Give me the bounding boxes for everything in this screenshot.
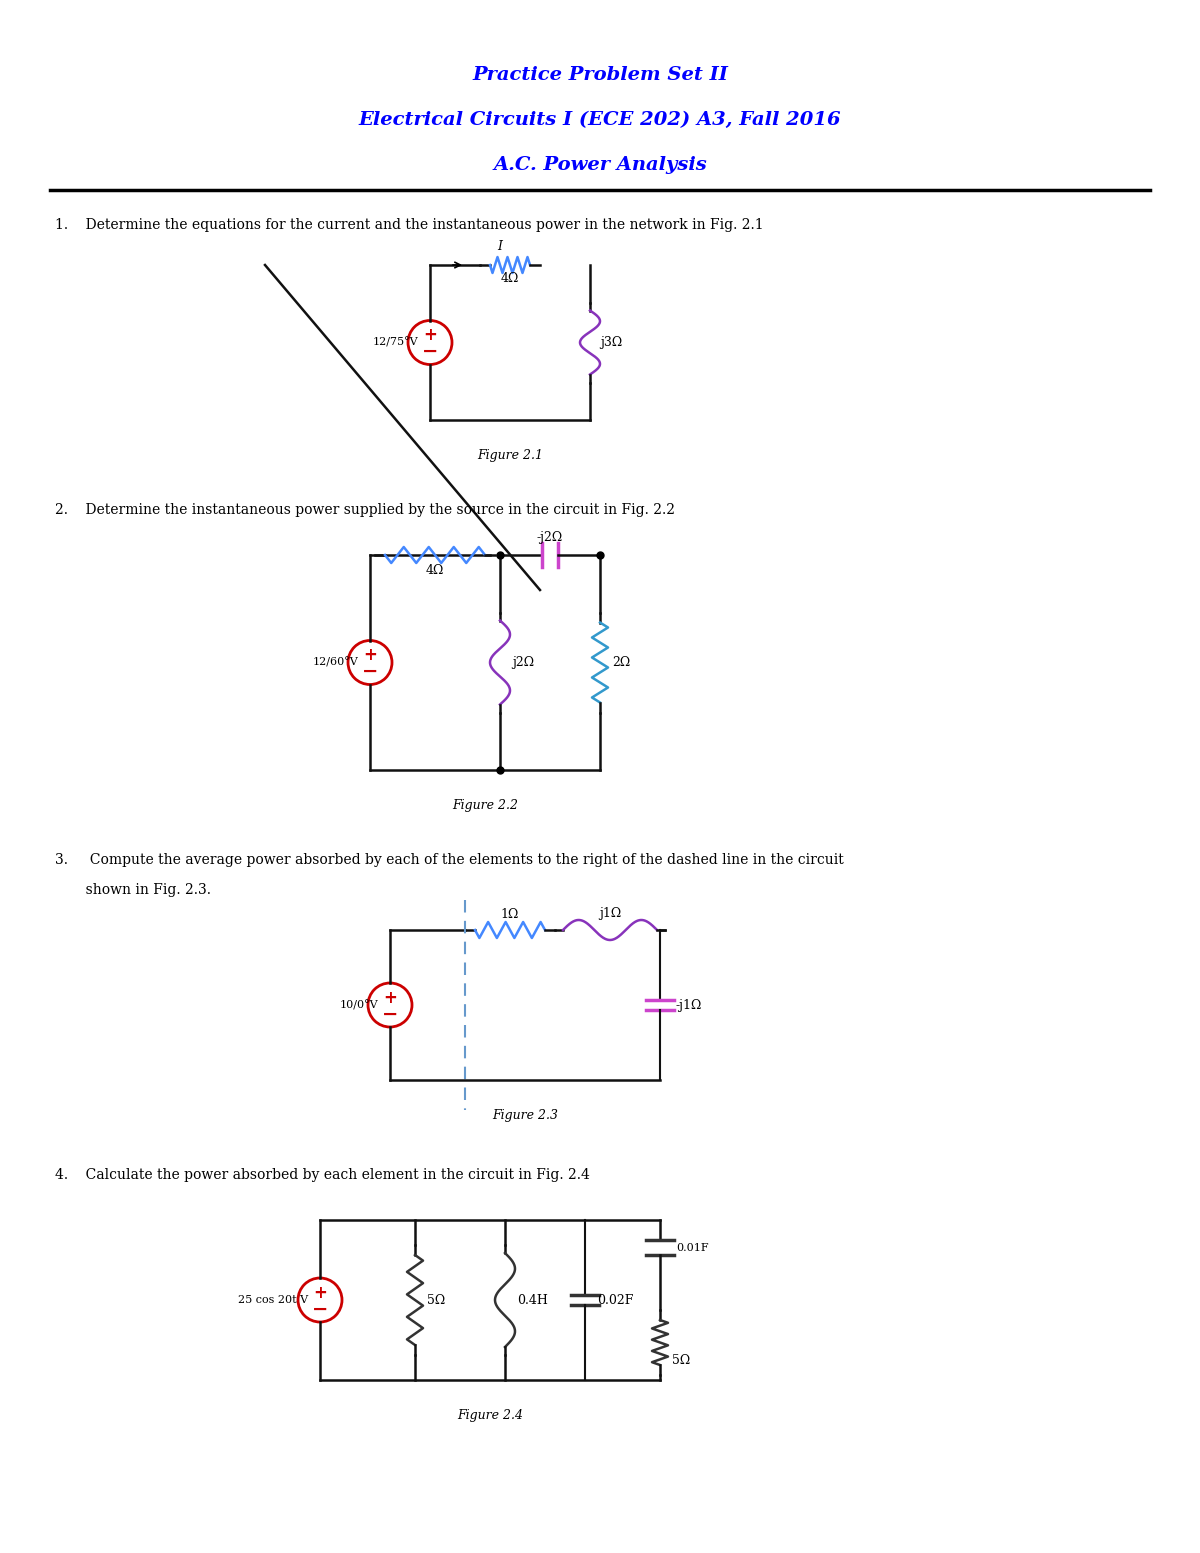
Text: 3.     Compute the average power absorbed by each of the elements to the right o: 3. Compute the average power absorbed by… <box>55 853 844 867</box>
Text: −: − <box>422 342 438 360</box>
Text: 4Ω: 4Ω <box>426 564 444 576</box>
Text: shown in Fig. 2.3.: shown in Fig. 2.3. <box>55 884 211 898</box>
Text: 25 cos 20t V: 25 cos 20t V <box>238 1295 308 1305</box>
Text: Figure 2.2: Figure 2.2 <box>452 798 518 812</box>
Text: Figure 2.4: Figure 2.4 <box>457 1409 523 1421</box>
Text: j3Ω: j3Ω <box>600 335 623 349</box>
Text: 12/60°V: 12/60°V <box>312 657 358 668</box>
Text: 4.    Calculate the power absorbed by each element in the circuit in Fig. 2.4: 4. Calculate the power absorbed by each … <box>55 1168 590 1182</box>
Text: -j1Ω: -j1Ω <box>674 999 701 1011</box>
Text: +: + <box>383 989 397 1006</box>
Text: 4Ω: 4Ω <box>500 272 520 286</box>
Text: 10/0°V: 10/0°V <box>340 1000 378 1009</box>
Text: 2.    Determine the instantaneous power supplied by the source in the circuit in: 2. Determine the instantaneous power sup… <box>55 503 674 517</box>
Text: Figure 2.1: Figure 2.1 <box>478 449 542 461</box>
Text: Electrical Circuits I (ECE 202) A3, Fall 2016: Electrical Circuits I (ECE 202) A3, Fall… <box>359 110 841 129</box>
Text: −: − <box>362 662 378 682</box>
Text: 1Ω: 1Ω <box>500 907 520 921</box>
Text: 5Ω: 5Ω <box>672 1354 690 1367</box>
Text: 2Ω: 2Ω <box>612 655 630 669</box>
Text: 12/75°V: 12/75°V <box>372 337 418 348</box>
Text: −: − <box>382 1005 398 1023</box>
Text: +: + <box>424 326 437 345</box>
Text: 0.4H: 0.4H <box>517 1294 548 1306</box>
Text: Figure 2.3: Figure 2.3 <box>492 1109 558 1121</box>
Text: -j2Ω: -j2Ω <box>536 531 563 544</box>
Text: A.C. Power Analysis: A.C. Power Analysis <box>493 155 707 174</box>
Text: 0.01F: 0.01F <box>676 1242 709 1253</box>
Text: I: I <box>498 241 503 253</box>
Text: +: + <box>313 1284 326 1301</box>
Text: 0.02F: 0.02F <box>598 1294 634 1306</box>
Text: 1.    Determine the equations for the current and the instantaneous power in the: 1. Determine the equations for the curre… <box>55 217 763 231</box>
Text: j1Ω: j1Ω <box>599 907 622 921</box>
Text: +: + <box>364 646 377 665</box>
Text: −: − <box>312 1300 328 1318</box>
Text: 5Ω: 5Ω <box>427 1294 445 1306</box>
Text: j2Ω: j2Ω <box>512 655 534 669</box>
Text: Practice Problem Set II: Practice Problem Set II <box>472 65 728 84</box>
